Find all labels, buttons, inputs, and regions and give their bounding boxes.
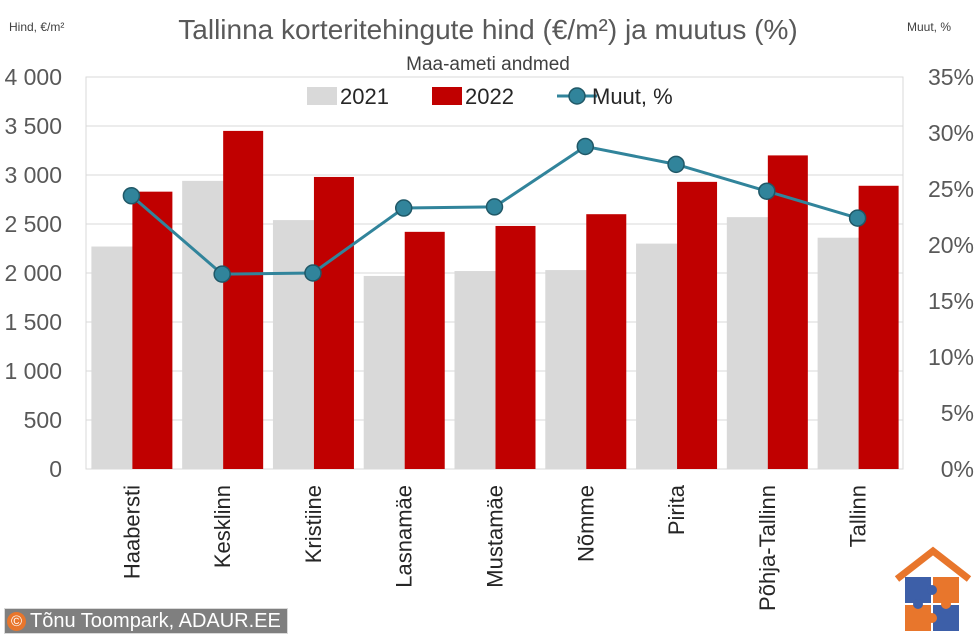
right-tick-label: 25% xyxy=(928,176,974,202)
category-label: Haabersti xyxy=(119,485,144,579)
change-marker xyxy=(213,265,231,283)
logo-piece-orange-2 xyxy=(905,605,931,631)
category-label: Pirita xyxy=(664,484,689,535)
category-label: Kristiine xyxy=(301,485,326,563)
bar-2022 xyxy=(677,181,718,470)
left-tick-label: 1 000 xyxy=(4,358,62,384)
credit-badge: © Tõnu Toompark, ADAUR.EE xyxy=(4,608,288,634)
right-tick-label: 35% xyxy=(928,64,974,90)
change-marker xyxy=(394,199,413,217)
category-label: Kesklinn xyxy=(210,485,235,568)
bar-2021 xyxy=(636,243,679,469)
bar-2022 xyxy=(858,185,899,469)
right-tick-label: 15% xyxy=(928,288,974,314)
change-marker xyxy=(667,155,685,174)
bar-2022 xyxy=(404,231,445,469)
left-tick-label: 4 000 xyxy=(4,64,62,90)
right-tick-label: 30% xyxy=(928,120,974,146)
legend-label-2022: 2022 xyxy=(465,84,514,109)
bar-2022 xyxy=(767,155,808,469)
left-axis-ticks: 0 500 1 000 1 500 2 000 2 500 3 000 3 500 4 000 xyxy=(4,64,62,482)
right-tick-label: 5% xyxy=(941,400,974,426)
change-marker xyxy=(848,209,867,227)
left-tick-label: 1 500 xyxy=(4,309,62,335)
logo-piece-blue-1 xyxy=(905,577,931,603)
legend-swatch-marker xyxy=(568,87,586,105)
change-marker xyxy=(485,198,504,216)
logo-knob-1 xyxy=(927,585,937,595)
logo-piece-blue-2 xyxy=(933,605,959,631)
credit-text: Tõnu Toompark, ADAUR.EE xyxy=(30,609,281,632)
right-tick-label: 20% xyxy=(928,232,974,258)
right-axis-unit-label: Muut, % xyxy=(907,20,951,34)
change-marker xyxy=(122,186,141,205)
bar-2021 xyxy=(454,271,497,469)
legend: 2021 2022 Muut, % xyxy=(307,84,673,109)
left-tick-label: 2 000 xyxy=(4,260,62,286)
change-line xyxy=(122,137,867,283)
category-label: Mustamäe xyxy=(483,485,508,588)
legend-swatch-2021 xyxy=(307,87,337,105)
bar-2022 xyxy=(313,176,354,469)
change-marker xyxy=(576,137,595,156)
change-marker xyxy=(304,264,322,282)
logo-knob-4 xyxy=(927,613,937,623)
logo-piece-orange-1 xyxy=(933,577,959,603)
legend-swatch-2022 xyxy=(432,87,462,105)
category-label: Tallinn xyxy=(846,485,871,547)
right-tick-label: 0% xyxy=(941,456,974,482)
copyright-icon: © xyxy=(7,611,26,631)
bar-2021 xyxy=(817,237,860,469)
bar-2021 xyxy=(363,275,406,469)
right-axis-ticks: 0% 5% 10% 15% 20% 25% 30% 35% xyxy=(928,64,974,482)
bar-2021 xyxy=(726,217,769,469)
legend-label-2021: 2021 xyxy=(340,84,389,109)
right-tick-label: 10% xyxy=(928,344,974,370)
bar-2021 xyxy=(91,246,134,469)
bar-2022 xyxy=(495,225,536,469)
bar-2022 xyxy=(586,214,627,469)
logo-knob-2 xyxy=(941,599,951,609)
category-labels: Haabersti Kesklinn Kristiine Lasnamäe Mustam… xyxy=(119,484,870,611)
bar-2021 xyxy=(182,180,225,469)
bar-2022 xyxy=(132,191,173,469)
left-tick-label: 3 500 xyxy=(4,113,62,139)
chart-title: Tallinna korteritehingute hind (€/m²) ja… xyxy=(178,14,797,45)
bar-2021 xyxy=(545,270,588,469)
category-label: Lasnamäe xyxy=(392,485,417,588)
left-tick-label: 2 500 xyxy=(4,211,62,237)
left-axis-unit-label: Hind, €/m² xyxy=(9,20,64,34)
change-marker xyxy=(758,182,776,200)
category-label: Nõmme xyxy=(573,485,598,562)
category-label: Põhja-Tallinn xyxy=(755,485,780,611)
bar-2021 xyxy=(272,220,315,469)
logo-roof xyxy=(894,546,972,582)
bar-2022 xyxy=(223,130,264,469)
chart-subtitle: Maa-ameti andmed xyxy=(406,54,570,75)
house-puzzle-logo xyxy=(894,546,972,631)
left-tick-label: 500 xyxy=(24,407,62,433)
bars xyxy=(91,130,899,470)
left-tick-label: 0 xyxy=(49,456,62,482)
legend-label-change: Muut, % xyxy=(592,84,673,109)
left-tick-label: 3 000 xyxy=(4,162,62,188)
logo-knob-3 xyxy=(913,599,923,609)
